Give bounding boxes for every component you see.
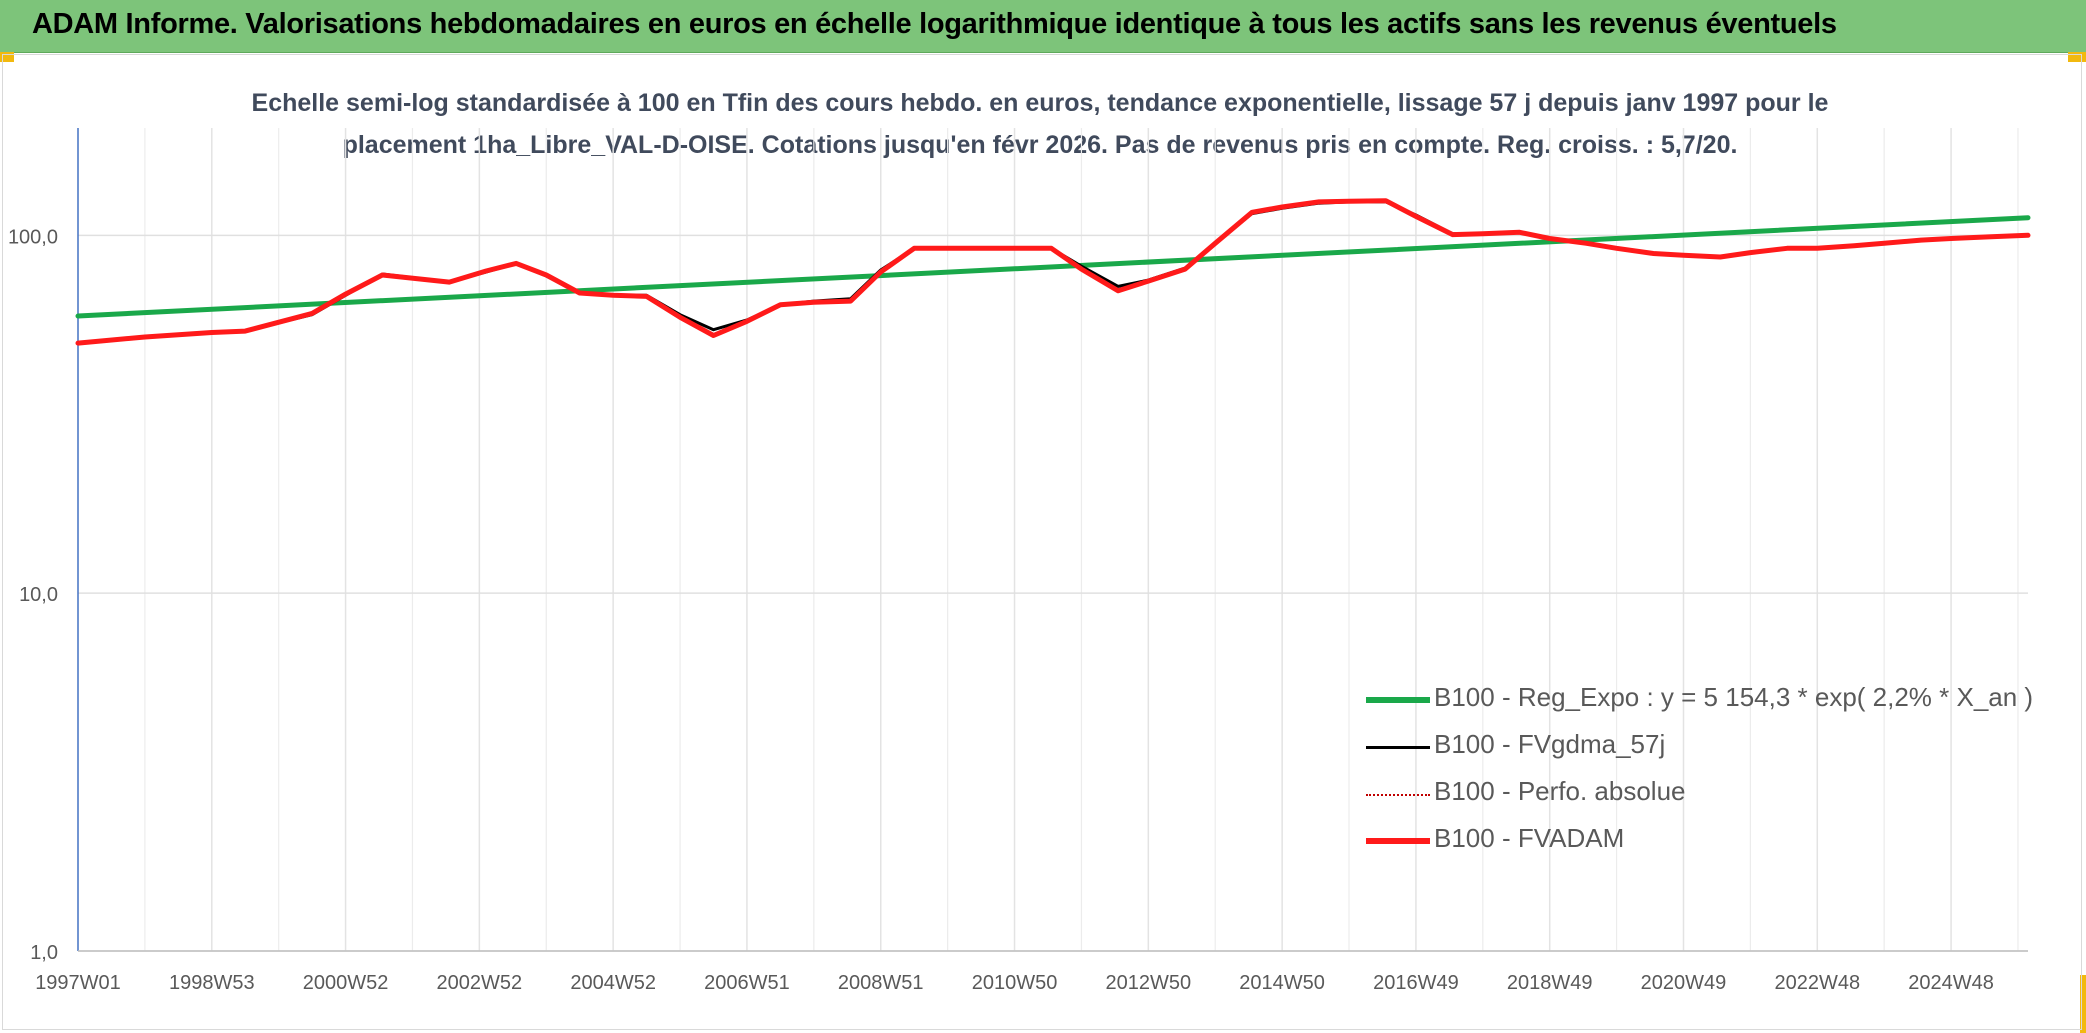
y-tick-label: 1,0 (30, 942, 58, 964)
legend-label-perfo: B100 - Perfo. absolue (1434, 776, 1686, 806)
legend-item-fvadam: B100 - FVADAM (1366, 821, 2046, 868)
chart-subtitle-line-2: placement 1ha_Libre_VAL-D-OISE. Cotation… (342, 131, 1738, 159)
series-line-1 (76, 200, 2030, 345)
x-tick-label: 2012W50 (1106, 972, 1192, 994)
x-tick-label: 2022W48 (1774, 972, 1860, 994)
x-tick-label: 2018W49 (1507, 972, 1593, 994)
report-banner: ADAM Informe. Valorisations hebdomadaire… (0, 0, 2086, 53)
report-title: ADAM Informe. Valorisations hebdomadaire… (32, 8, 1837, 40)
legend-item-fvgdma: B100 - FVgdma_57j (1366, 727, 2046, 774)
x-tick-label: 2004W52 (570, 972, 656, 994)
legend-label-fvadam: B100 - FVADAM (1434, 823, 1625, 853)
legend-swatch-green (1366, 697, 1430, 703)
corner-marker-top-left (0, 52, 14, 62)
chart-subtitle-line-1: Echelle semi-log standardisée à 100 en T… (251, 89, 1829, 117)
x-tick-label: 2024W48 (1908, 972, 1994, 994)
series-line-0 (75, 215, 2031, 319)
legend-swatch-dotted (1366, 794, 1430, 796)
x-tick-label: 2002W52 (437, 972, 523, 994)
legend-label-fvgdma: B100 - FVgdma_57j (1434, 729, 1666, 759)
x-tick-label: 2010W50 (972, 972, 1058, 994)
legend-label-regression: B100 - Reg_Expo : y = 5 154,3 * exp( 2,2… (1434, 682, 2034, 712)
legend-swatch-black (1366, 746, 1430, 749)
chart-legend: B100 - Reg_Expo : y = 5 154,3 * exp( 2,2… (1366, 680, 2046, 868)
x-tick-label: 2008W51 (838, 972, 924, 994)
legend-swatch-red (1366, 838, 1430, 844)
x-tick-label: 2006W51 (704, 972, 790, 994)
legend-item-perfo: B100 - Perfo. absolue (1366, 774, 2046, 821)
y-tick-label: 10,0 (19, 584, 58, 606)
x-tick-label: 2020W49 (1641, 972, 1727, 994)
x-tick-label: 1998W53 (169, 972, 255, 994)
series-line-3 (75, 198, 2031, 346)
corner-marker-top-right (2068, 52, 2086, 62)
x-tick-label: 2000W52 (303, 972, 389, 994)
x-tick-label: 2016W49 (1373, 972, 1459, 994)
legend-item-regression: B100 - Reg_Expo : y = 5 154,3 * exp( 2,2… (1366, 680, 2046, 727)
corner-marker-bottom-right (2080, 975, 2086, 1033)
x-tick-label: 2014W50 (1239, 972, 1325, 994)
y-tick-label: 100,0 (8, 226, 58, 248)
x-tick-label: 1997W01 (35, 972, 121, 994)
chart-frame (2, 54, 2082, 1030)
